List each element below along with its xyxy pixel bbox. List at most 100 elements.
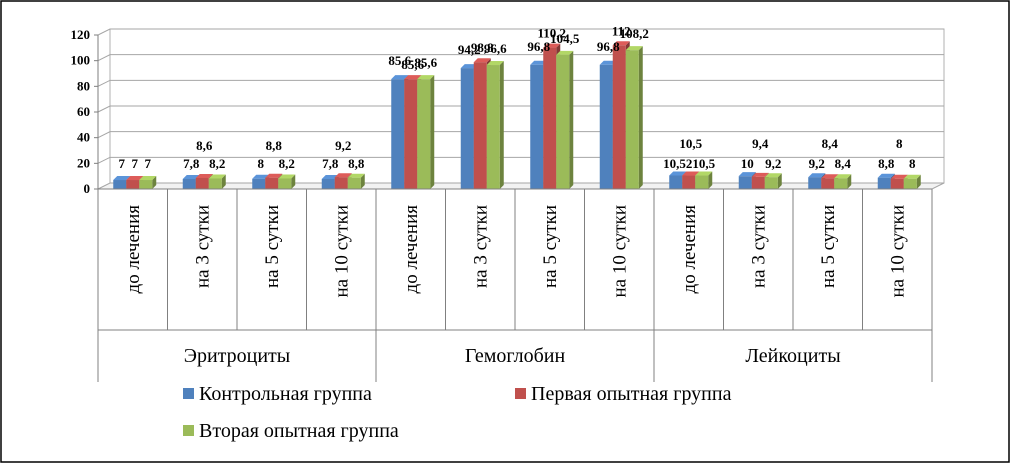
- data-label: 94,2: [458, 42, 481, 57]
- axes: 0 20 40 60 80 100 120: [71, 27, 99, 196]
- category-label: на 5 сутки: [262, 205, 283, 288]
- y-tick-label: 0: [84, 181, 91, 196]
- bar-top: [391, 75, 409, 80]
- category-axis: до лечения на 3 сутки на 5 сутки на 10 сутк…: [97, 188, 933, 382]
- bar: [391, 79, 405, 189]
- data-label: 104,5: [550, 31, 580, 46]
- bar-top: [834, 174, 852, 179]
- gridlines: [97, 28, 945, 190]
- data-label: 10,5: [692, 156, 715, 171]
- bar-side: [360, 173, 365, 189]
- data-label: 96,6: [484, 41, 507, 56]
- data-label: 10,52: [663, 156, 692, 171]
- bar: [460, 68, 474, 189]
- data-label: 8,2: [209, 156, 225, 171]
- bar-top: [126, 176, 144, 181]
- bar: [903, 178, 917, 189]
- data-label: 8,4: [835, 156, 852, 171]
- bar: [139, 180, 153, 189]
- y-tick-label: 120: [71, 27, 91, 42]
- bars: [113, 41, 921, 190]
- data-label: 8,6: [196, 138, 213, 153]
- data-label: 9,2: [765, 156, 781, 171]
- bar-side: [708, 171, 713, 189]
- bar-top: [139, 176, 157, 181]
- group-label: Лейкоциты: [745, 345, 840, 367]
- category-label: до лечения: [679, 205, 700, 294]
- bar: [530, 64, 544, 189]
- bar-side: [916, 174, 921, 189]
- bar: [208, 178, 222, 189]
- bar-top: [113, 176, 131, 181]
- bar: [625, 50, 639, 189]
- data-label: 110,2: [537, 26, 566, 41]
- data-label: 8: [258, 156, 265, 171]
- legend-swatch: [183, 388, 194, 399]
- category-label: на 10 сутки: [609, 205, 630, 298]
- gridline: [97, 28, 944, 36]
- bar-top: [821, 174, 839, 179]
- data-label: 7: [132, 156, 139, 171]
- data-label: 8,2: [279, 156, 295, 171]
- bar: [334, 177, 348, 189]
- category-label: на 3 сутки: [192, 205, 213, 288]
- data-label: 7,8: [183, 156, 200, 171]
- bar: [265, 177, 279, 189]
- bar-top: [808, 173, 826, 178]
- y-tick-label: 100: [71, 53, 91, 68]
- legend-swatch: [183, 425, 194, 436]
- category-label: на 5 сутки: [818, 205, 839, 288]
- bar-side: [777, 173, 782, 189]
- gridline: [97, 79, 944, 87]
- bar-top: [530, 60, 548, 65]
- bar-top: [556, 50, 574, 55]
- category-label: на 5 сутки: [540, 205, 561, 288]
- bar: [321, 178, 335, 189]
- gridline: [97, 156, 944, 164]
- bar: [486, 65, 500, 189]
- bar: [738, 176, 752, 189]
- bar-side: [152, 176, 157, 189]
- bar-side: [847, 174, 852, 189]
- bar-top: [252, 174, 270, 179]
- bar: [834, 178, 848, 189]
- bar: [877, 177, 891, 189]
- bar-top: [890, 174, 908, 179]
- data-label: 9,2: [335, 138, 351, 153]
- y-tick-label: 60: [77, 104, 90, 119]
- group-label: Эритроциты: [184, 345, 290, 367]
- data-label: 10: [741, 156, 754, 171]
- bar-top: [751, 172, 769, 177]
- data-label: 8,8: [266, 138, 283, 153]
- bar: [182, 178, 196, 189]
- bar-top: [334, 173, 352, 178]
- legend-label: Контрольная группа: [199, 383, 372, 405]
- bar: [252, 178, 266, 189]
- bar: [821, 178, 835, 189]
- bar: [113, 180, 127, 189]
- bar-top: [669, 171, 687, 176]
- data-label: 10,5: [679, 136, 702, 151]
- data-label: 8: [896, 136, 903, 151]
- data-label: 7,8: [322, 156, 339, 171]
- bar-top: [460, 64, 478, 69]
- bar-top: [473, 58, 491, 63]
- bar-side: [430, 75, 435, 189]
- data-label: 9,2: [809, 156, 825, 171]
- bar: [347, 177, 361, 189]
- category-label: на 3 сутки: [748, 205, 769, 288]
- gridline: [97, 131, 944, 139]
- bar: [890, 178, 904, 189]
- bar: [278, 178, 292, 189]
- bar-top: [625, 46, 643, 51]
- y-tick-label: 80: [77, 78, 90, 93]
- data-label: 8: [909, 156, 916, 171]
- bar-top: [208, 174, 226, 179]
- bar-top: [404, 75, 422, 80]
- bar: [126, 180, 140, 189]
- bar: [764, 177, 778, 189]
- bar-top: [195, 173, 213, 178]
- bar-top: [265, 173, 283, 178]
- data-label: 8,4: [822, 136, 839, 151]
